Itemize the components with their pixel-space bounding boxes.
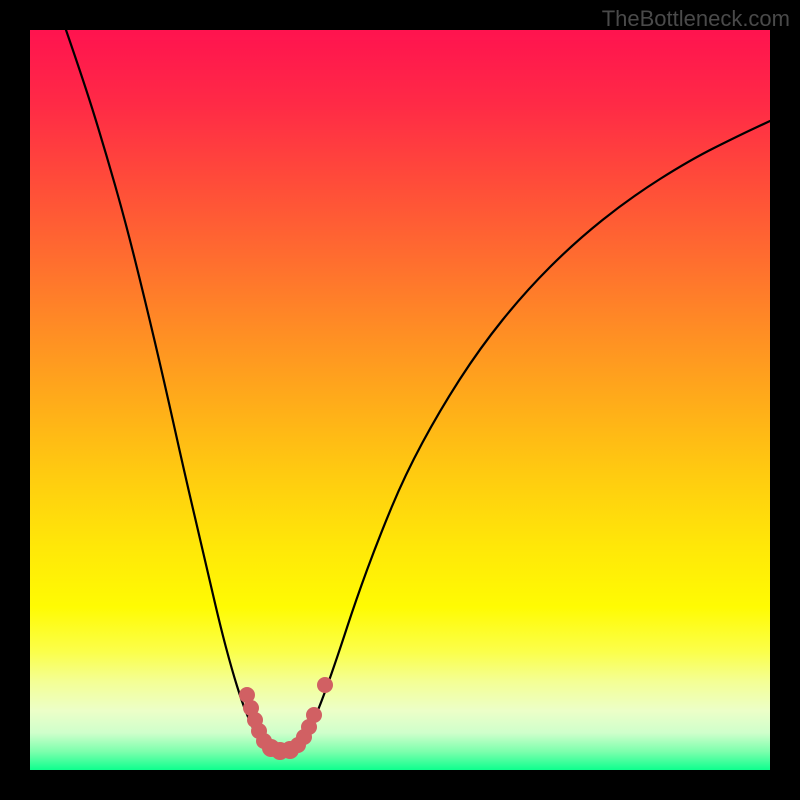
- chart-plot-area: [30, 30, 770, 770]
- bottleneck-chart: [0, 0, 800, 800]
- watermark-text: TheBottleneck.com: [602, 6, 790, 32]
- chart-svg: [0, 0, 800, 800]
- marker-point: [317, 677, 333, 693]
- marker-point: [306, 707, 322, 723]
